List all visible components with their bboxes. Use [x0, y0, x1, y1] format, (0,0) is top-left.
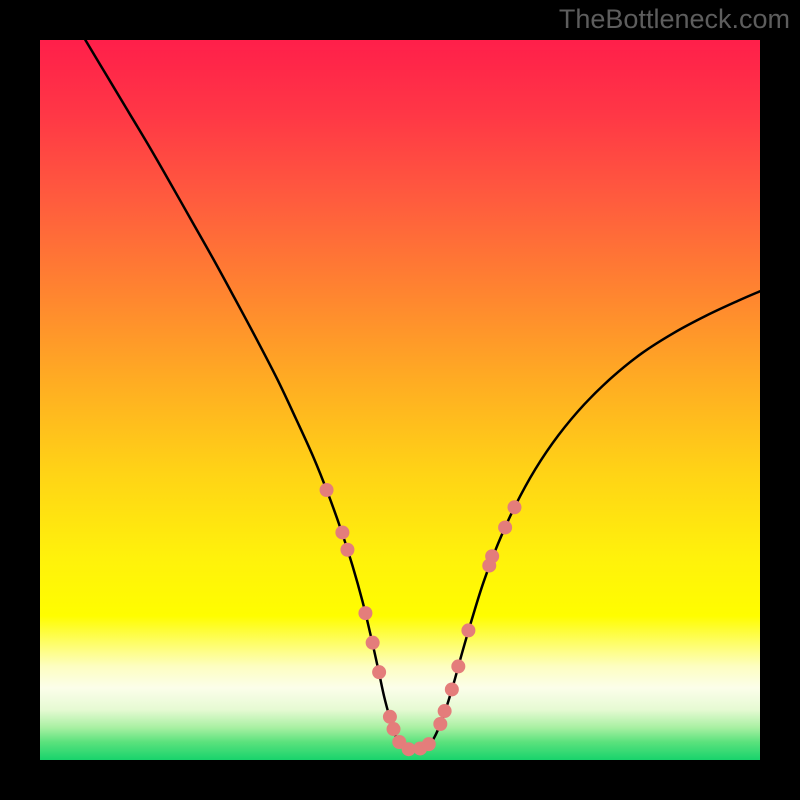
marker-point [387, 722, 401, 736]
marker-point [461, 623, 475, 637]
marker-point [358, 606, 372, 620]
marker-point [366, 636, 380, 650]
marker-point [340, 543, 354, 557]
marker-point [320, 483, 334, 497]
marker-point [422, 737, 436, 751]
marker-point [433, 717, 447, 731]
chart-root: TheBottleneck.com [0, 0, 800, 800]
marker-point [335, 525, 349, 539]
marker-point [498, 520, 512, 534]
watermark-text: TheBottleneck.com [559, 4, 790, 35]
marker-point [372, 665, 386, 679]
marker-point [451, 659, 465, 673]
gradient-background [40, 40, 760, 760]
marker-point [438, 704, 452, 718]
marker-point [445, 682, 459, 696]
marker-point [507, 500, 521, 514]
marker-point [383, 710, 397, 724]
plot-area [40, 40, 760, 760]
marker-point [485, 549, 499, 563]
plot-svg [40, 40, 760, 760]
